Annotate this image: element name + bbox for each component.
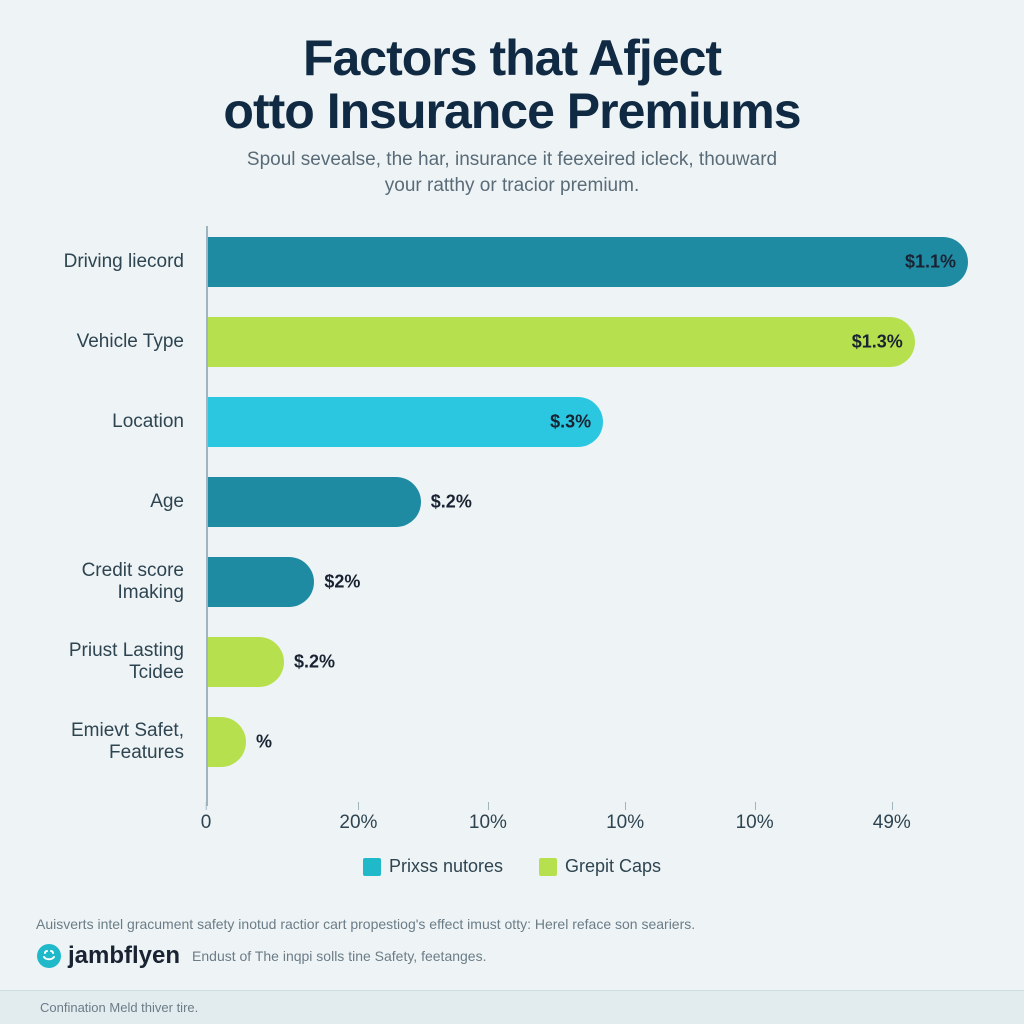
brand-logo: jambflyen <box>36 942 180 970</box>
x-tick: 10% <box>736 812 774 834</box>
title-line-2: otto Insurance Premiums <box>36 85 988 138</box>
bar-row: $.3% <box>208 397 968 447</box>
x-tick: 0 <box>201 812 212 834</box>
bar <box>208 317 915 367</box>
legend-item: Prixss nutores <box>363 856 503 877</box>
bar <box>208 397 603 447</box>
bar <box>208 637 284 687</box>
plot-area: $1.1% $1.3% $.3% $.2% $2% $.2%% <box>206 226 968 806</box>
header: Factors that Afject otto Insurance Premi… <box>36 32 988 198</box>
brand-row: jambflyen Endust of The inqpi solls tine… <box>36 942 988 970</box>
bar-value: $.2% <box>294 652 335 673</box>
subtitle-line-2: your ratthy or tracior premium. <box>385 175 639 196</box>
category-label: Emievt Safet,Features <box>34 720 184 764</box>
title-line-1: Factors that Afject <box>36 32 988 85</box>
x-tick: 49% <box>873 812 911 834</box>
bar-row: $1.3% <box>208 317 968 367</box>
bar-value: $.2% <box>431 492 472 513</box>
bar-value: $2% <box>324 572 360 593</box>
x-tick: 10% <box>606 812 644 834</box>
bar-row: $2% <box>208 557 968 607</box>
bar <box>208 717 246 767</box>
legend-item: Grepit Caps <box>539 856 661 877</box>
legend-label: Prixss nutores <box>389 856 503 877</box>
category-label: Location <box>34 411 184 433</box>
brand-icon <box>36 943 62 969</box>
x-axis: 020%10%10%10%49% <box>206 806 968 846</box>
bar-value: % <box>256 732 272 753</box>
subtitle-line-1: Spoul sevealse, the har, insurance it fe… <box>247 149 777 170</box>
footnote: Auisverts intel gracument safety inotud … <box>36 915 988 935</box>
category-label: Priust LastingTcidee <box>34 640 184 684</box>
brand-subtext: Endust of The inqpi solls tine Safety, f… <box>192 948 486 964</box>
bar-value: $.3% <box>550 412 591 433</box>
legend-label: Grepit Caps <box>565 856 661 877</box>
bar-value: $1.3% <box>852 332 903 353</box>
bar-value: $1.1% <box>905 252 956 273</box>
bar <box>208 477 421 527</box>
category-label: Age <box>34 491 184 513</box>
x-tick: 10% <box>469 812 507 834</box>
legend-swatch <box>363 858 381 876</box>
chart: Driving liecord Vehicle Type Location Age Cr… <box>36 226 988 881</box>
bar-row: $1.1% <box>208 237 968 287</box>
bar-row: % <box>208 717 968 767</box>
category-label: Driving liecord <box>34 251 184 273</box>
bar <box>208 237 968 287</box>
category-label: Credit scoreImaking <box>34 560 184 604</box>
subtitle: Spoul sevealse, the har, insurance it fe… <box>36 147 988 198</box>
legend-swatch <box>539 858 557 876</box>
x-tick: 20% <box>339 812 377 834</box>
bottom-strip: Confination Meld thiver tire. <box>0 990 1024 1024</box>
bottom-strip-text: Confination Meld thiver tire. <box>40 1000 198 1015</box>
bars-container: $1.1% $1.3% $.3% $.2% $2% $.2%% <box>208 226 968 806</box>
bar <box>208 557 314 607</box>
bar-row: $.2% <box>208 637 968 687</box>
brand-name: jambflyen <box>68 942 180 970</box>
category-label: Vehicle Type <box>34 331 184 353</box>
y-axis-labels: Driving liecord Vehicle Type Location Age Cr… <box>36 226 196 806</box>
legend: Prixss nutores Grepit Caps <box>36 856 988 881</box>
bar-row: $.2% <box>208 477 968 527</box>
